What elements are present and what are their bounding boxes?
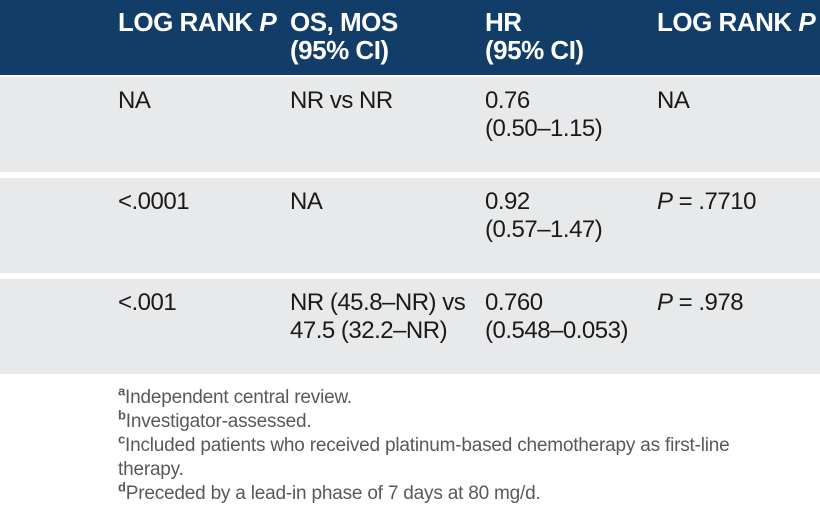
header-log-rank-p-symbol: P bbox=[259, 7, 277, 37]
footnote-text: Independent central review. bbox=[125, 387, 353, 408]
footnote-marker: a bbox=[118, 383, 126, 399]
footnote-text: Investigator-assessed. bbox=[125, 411, 312, 432]
table-footnotes: aIndependent central review. bInvestigat… bbox=[0, 374, 820, 506]
cell-os-mos: NR vs NR bbox=[290, 77, 485, 172]
header-os-mos-line1: OS, MOS bbox=[290, 7, 398, 37]
row-divider bbox=[0, 273, 820, 279]
cell-os-mos-line1: NR (45.8–NR) vs bbox=[290, 289, 466, 316]
table-row: <.001 NR (45.8–NR) vs 47.5 (32.2–NR) 0.7… bbox=[0, 279, 820, 374]
header-hr-line1: HR bbox=[485, 7, 522, 37]
cell-os-mos-line2: 47.5 (32.2–NR) bbox=[290, 317, 448, 344]
cell-os-mos-line1: NA bbox=[290, 188, 323, 215]
cell-hr: 0.76 (0.50–1.15) bbox=[485, 77, 657, 172]
cell-hr-ci: (0.548–0.053) bbox=[485, 317, 628, 344]
table-row: NA NR vs NR 0.76 (0.50–1.15) NA bbox=[0, 77, 820, 172]
header-log-rank-p-left: LOG RANK P bbox=[118, 0, 290, 75]
footnote-c: cIncluded patients who received platinum… bbox=[118, 431, 766, 482]
cell-p-value: NA bbox=[657, 87, 690, 114]
cell-p-symbol: P bbox=[657, 188, 673, 215]
cell-log-rank-p: <.0001 bbox=[118, 188, 190, 215]
footnote-text: Included patients who received platinum-… bbox=[118, 435, 730, 480]
cell-log-rank-p: NA bbox=[118, 87, 151, 114]
cell-log-rank-p-2: P = .978 bbox=[657, 279, 820, 374]
footnote-marker: b bbox=[118, 407, 126, 423]
footnote-b: bInvestigator-assessed. bbox=[118, 407, 766, 434]
footnote-marker: c bbox=[118, 431, 126, 447]
header-log-rank-label: LOG RANK bbox=[118, 7, 253, 37]
row-divider bbox=[0, 172, 820, 178]
footnote-marker: d bbox=[118, 479, 126, 495]
table-header-row: LOG RANK P OS, MOS (95% CI) HR (95% CI) … bbox=[0, 0, 820, 75]
cell-hr-ci: (0.50–1.15) bbox=[485, 115, 603, 142]
cell-p-value: = .7710 bbox=[672, 188, 757, 215]
header-hr: HR (95% CI) bbox=[485, 0, 657, 75]
header-os-mos: OS, MOS (95% CI) bbox=[290, 0, 485, 75]
header-log-rank-p-symbol-2: P bbox=[798, 7, 816, 37]
footnote-text: Preceded by a lead-in phase of 7 days at… bbox=[125, 483, 541, 504]
cell-os-mos: NA bbox=[290, 178, 485, 273]
footnote-a: aIndependent central review. bbox=[118, 383, 766, 410]
header-os-mos-line2: (95% CI) bbox=[290, 35, 389, 65]
cell-hr: 0.92 (0.57–1.47) bbox=[485, 178, 657, 273]
cell-hr: 0.760 (0.548–0.053) bbox=[485, 279, 657, 374]
cell-hr-value: 0.760 bbox=[485, 289, 543, 316]
footnote-d: dPreceded by a lead-in phase of 7 days a… bbox=[118, 479, 766, 506]
table-row: <.0001 NA 0.92 (0.57–1.47) P = .7710 bbox=[0, 178, 820, 273]
cell-p-value: = .978 bbox=[672, 289, 744, 316]
cell-hr-value: 0.76 bbox=[485, 87, 530, 114]
header-hr-line2: (95% CI) bbox=[485, 35, 584, 65]
cell-log-rank-p-2: NA bbox=[657, 77, 820, 172]
cell-p-symbol: P bbox=[657, 289, 673, 316]
cell-hr-ci: (0.57–1.47) bbox=[485, 216, 603, 243]
header-log-rank-p-right: LOG RANK P bbox=[657, 0, 820, 75]
cell-os-mos: NR (45.8–NR) vs 47.5 (32.2–NR) bbox=[290, 279, 485, 374]
row-divider bbox=[0, 75, 820, 77]
cell-os-mos-line1: NR vs NR bbox=[290, 87, 393, 114]
cell-log-rank-p: <.001 bbox=[118, 289, 177, 316]
header-log-rank-label-2: LOG RANK bbox=[657, 7, 792, 37]
cell-log-rank-p-2: P = .7710 bbox=[657, 178, 820, 273]
cell-hr-value: 0.92 bbox=[485, 188, 530, 215]
